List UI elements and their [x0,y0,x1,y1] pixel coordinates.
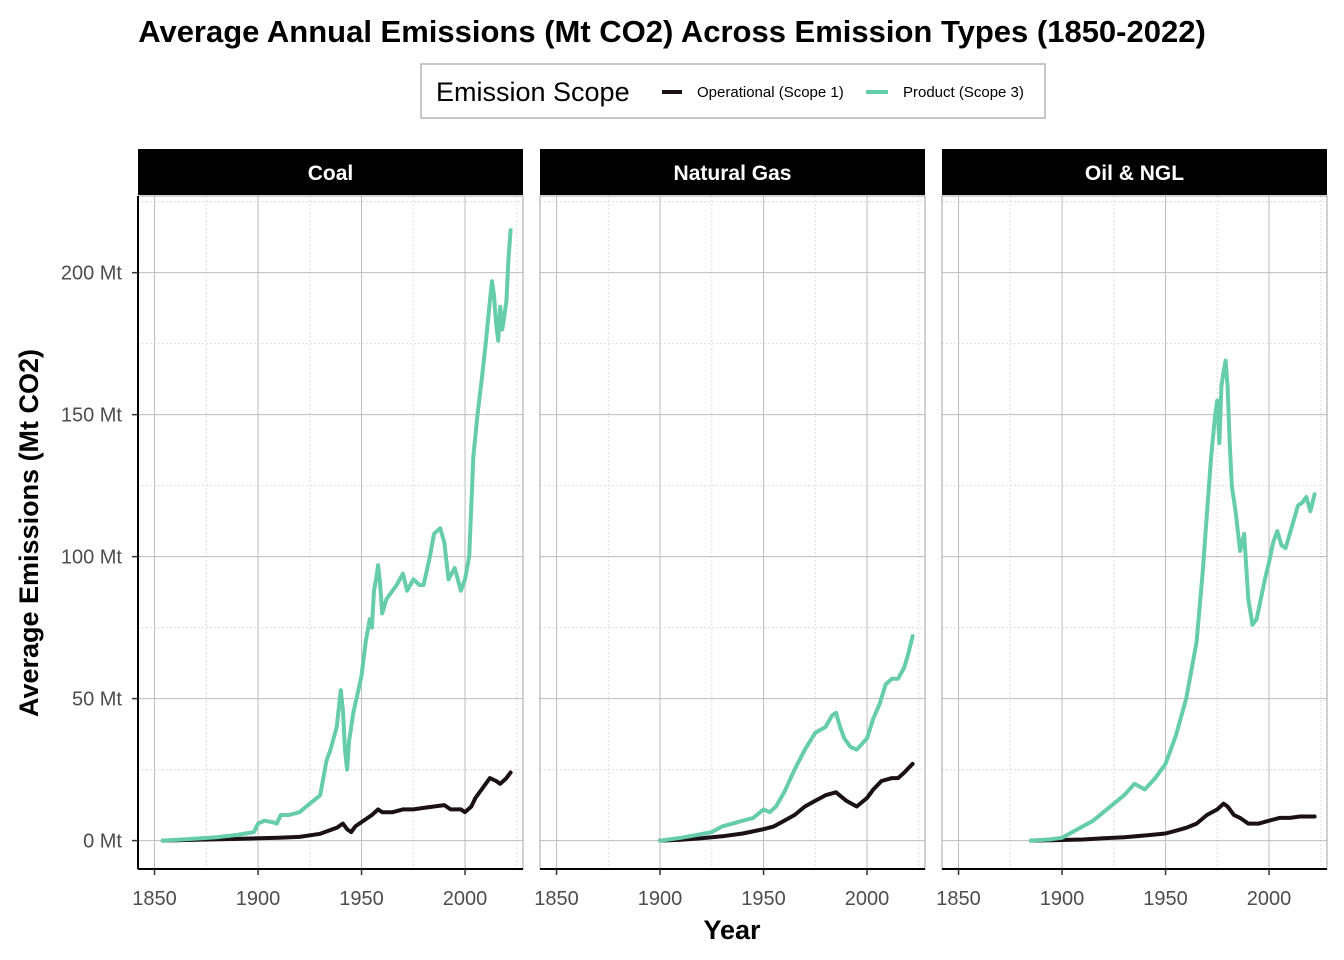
panel-background-natural-gas [540,196,925,869]
facet-strip-oil-ngl [942,149,1327,195]
panel-background-coal [138,196,523,869]
facet-strip-coal [138,149,523,195]
facet-label-natural-gas: Natural Gas [674,162,792,185]
series-line-natural-gas-product-scope-3 [658,634,915,843]
x-tick-label: 1950 [339,888,384,910]
x-tick-label: 1950 [1143,888,1188,910]
y-tick-label: 200 Mt [61,263,123,285]
panel-oil-ngl: Oil & NGL 1850 1900 1950 2000 [936,149,1328,910]
x-axis-title: Year [703,915,761,945]
panel-coal: Coal 1850 1900 1950 2000 [132,149,524,910]
facet-strip-natural-gas [540,149,925,195]
y-tick-label: 50 Mt [72,689,122,711]
legend-label-product: Product (Scope 3) [903,84,1024,101]
legend-title: Emission Scope [436,77,630,107]
y-tick-label: 0 Mt [83,831,122,853]
x-tick-label: 1900 [638,888,683,910]
facet-label-coal: Coal [308,162,354,185]
y-axis-title: Average Emissions (Mt CO2) [14,349,44,717]
chart-title: Average Annual Emissions (Mt CO2) Across… [138,14,1206,49]
series-line-coal-product-scope-3 [160,228,513,843]
x-tick-label: 2000 [845,888,890,910]
x-tick-label: 2000 [1247,888,1292,910]
x-tick-label: 1850 [534,888,579,910]
x-tick-label: 1850 [936,888,981,910]
legend: Emission Scope Operational (Scope 1) Pro… [420,63,1046,119]
panel-natural-gas: Natural Gas 1850 1900 1950 2000 [534,149,926,910]
y-tick-label: 150 Mt [61,405,123,427]
series-line-oil-ngl-operational-scope-1 [1029,801,1317,843]
series-line-coal-operational-scope-1 [160,770,513,843]
legend-box [420,63,1046,119]
panel-background-oil-ngl [942,196,1327,869]
legend-label-operational: Operational (Scope 1) [697,84,844,101]
y-axis: 0 Mt 50 Mt 100 Mt 150 Mt 200 Mt [61,196,139,869]
x-tick-label: 1900 [236,888,281,910]
series-line-oil-ngl-product-scope-3 [1029,358,1317,843]
x-tick-label: 2000 [443,888,488,910]
facet-label-oil-ngl: Oil & NGL [1085,162,1184,185]
x-tick-label: 1850 [132,888,177,910]
x-tick-label: 1950 [741,888,786,910]
y-tick-label: 100 Mt [61,547,123,569]
x-tick-label: 1900 [1040,888,1085,910]
series-line-natural-gas-operational-scope-1 [658,761,915,843]
